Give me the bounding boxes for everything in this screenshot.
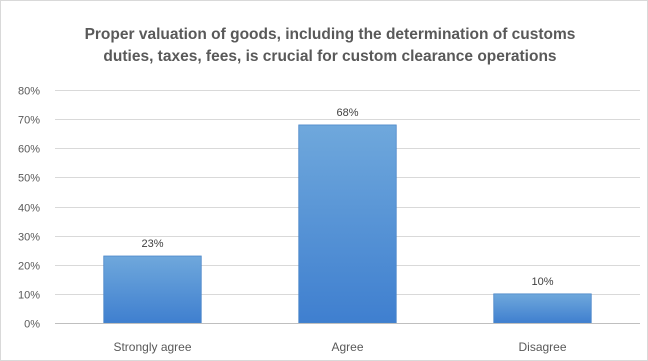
data-label: 23%: [141, 238, 163, 250]
x-tick-label: Agree: [331, 340, 363, 354]
y-axis-tick-labels: 0% 10% 20% 30% 40% 50% 60% 70% 80%: [18, 86, 40, 331]
y-tick-label: 70%: [18, 115, 40, 127]
x-tick-label: Strongly agree: [113, 340, 191, 354]
data-label: 10%: [531, 276, 553, 288]
chart-title-line-1: Proper valuation of goods, including the…: [84, 26, 576, 43]
x-tick-label: Disagree: [518, 340, 566, 354]
bar-strongly-agree: [103, 255, 202, 324]
chart-title-line-2: duties, taxes, fees, is crucial for cust…: [103, 48, 557, 65]
y-tick-label: 10%: [18, 290, 40, 302]
chart-title: Proper valuation of goods, including the…: [60, 24, 600, 68]
bars: [103, 124, 592, 324]
data-labels: 23% 68% 10%: [141, 107, 553, 288]
y-tick-label: 50%: [18, 173, 40, 185]
y-tick-label: 30%: [18, 232, 40, 244]
y-tick-label: 20%: [18, 261, 40, 273]
x-axis-tick-labels: Strongly agree Agree Disagree: [113, 340, 566, 354]
y-tick-label: 80%: [18, 86, 40, 98]
bar-disagree: [493, 293, 592, 324]
data-label: 68%: [336, 107, 358, 119]
bar-agree: [298, 124, 397, 324]
y-tick-label: 40%: [18, 203, 40, 215]
y-tick-label: 60%: [18, 144, 40, 156]
y-tick-label: 0%: [24, 319, 40, 331]
